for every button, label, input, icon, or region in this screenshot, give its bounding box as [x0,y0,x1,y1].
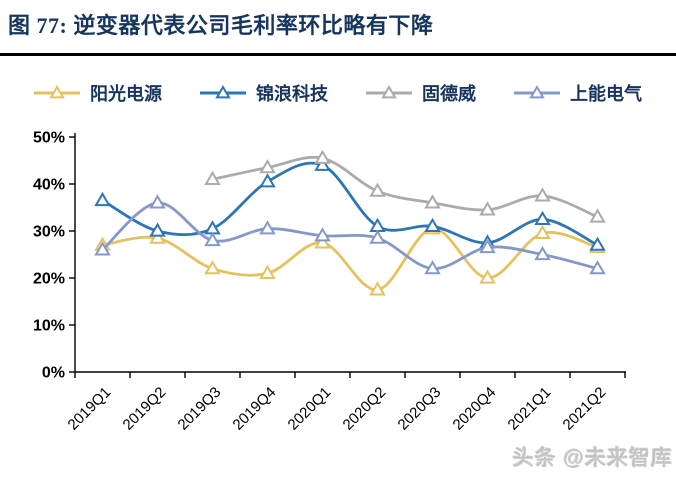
data-point-marker [479,238,496,254]
data-point-marker [149,194,166,209]
data-point-marker [534,246,551,261]
x-tick-label: 2020Q4 [450,384,500,434]
y-tick-label: 50% [33,130,65,147]
data-point-marker [314,156,331,171]
x-tick-label: 2019Q3 [175,384,225,434]
y-tick-label: 30% [33,224,65,241]
series-line [101,161,599,247]
data-point-marker [369,281,386,296]
data-point-marker [589,260,606,275]
y-tick-label: 0% [42,365,65,382]
series-line [101,227,599,292]
data-point-marker [424,217,441,232]
data-point-marker [204,231,221,247]
legend-marker [529,85,545,99]
data-point-marker [259,220,276,235]
x-tick-label: 2019Q1 [65,384,115,434]
y-tick-label: 40% [33,177,65,194]
line-triangle-marker-icon [34,85,80,99]
legend-label: 固德威 [422,84,476,104]
legend-label: 锦浪科技 [256,84,328,104]
line-triangle-marker-icon [200,85,246,99]
legend-item-goodwe: 固德威 [366,80,476,106]
data-point-marker [534,224,551,239]
x-tick-label: 2020Q3 [395,384,445,434]
series-line [101,201,599,271]
data-point-marker [204,260,221,275]
legend-marker [381,85,397,99]
data-point-marker [534,187,551,202]
data-point-marker [424,194,441,209]
x-tick-label: 2021Q2 [560,384,610,434]
data-point-marker [149,229,166,244]
data-point-marker [259,264,276,279]
data-point-marker [314,149,331,164]
data-point-marker [259,159,276,174]
legend-marker [49,85,65,99]
data-point-marker [369,229,386,244]
data-point-marker [259,173,276,188]
data-point-marker [94,191,111,207]
page-title: 图 77: 逆变器代表公司毛利率环比略有下降 [8,13,434,38]
y-tick-label: 10% [33,318,65,335]
data-point-marker [424,260,441,275]
legend-marker [215,85,231,99]
data-point-marker [314,234,331,249]
x-tick-label: 2019Q4 [230,384,280,434]
series-3 [94,194,606,275]
series-line [211,155,599,219]
data-point-marker [204,170,221,185]
x-tick-label: 2020Q1 [285,384,335,434]
line-triangle-marker-icon [366,85,412,99]
legend-item-sineng: 上能电气 [514,80,642,106]
data-point-marker [94,241,111,256]
data-point-marker [314,227,331,242]
x-tick-label: 2020Q2 [340,384,390,434]
data-point-marker [589,208,606,223]
legend-label: 上能电气 [570,84,642,104]
x-tick-label: 2021Q1 [505,384,555,434]
line-triangle-marker-icon [514,85,560,99]
series-2 [204,149,606,223]
data-point-marker [149,222,166,237]
data-point-marker [534,210,551,225]
legend-item-ginlong: 锦浪科技 [200,80,328,106]
data-point-marker [589,236,606,251]
watermark: 头条 @未来智库 [512,447,673,470]
data-point-marker [369,182,386,197]
y-tick-label: 20% [33,271,65,288]
chart-legend: 阳光电源 锦浪科技 固德威 上能电气 [0,80,676,106]
legend-item-sungrow: 阳光电源 [34,80,162,106]
data-point-marker [479,269,496,284]
legend-label: 阳光电源 [90,84,162,104]
x-tick-label: 2019Q2 [120,384,170,434]
axes: 50% 40% 30% 20% 10% 0%2019Q1 2019Q2 2019Q3 2019Q… [33,130,626,434]
data-point-marker [479,201,496,216]
title-divider [0,53,676,56]
